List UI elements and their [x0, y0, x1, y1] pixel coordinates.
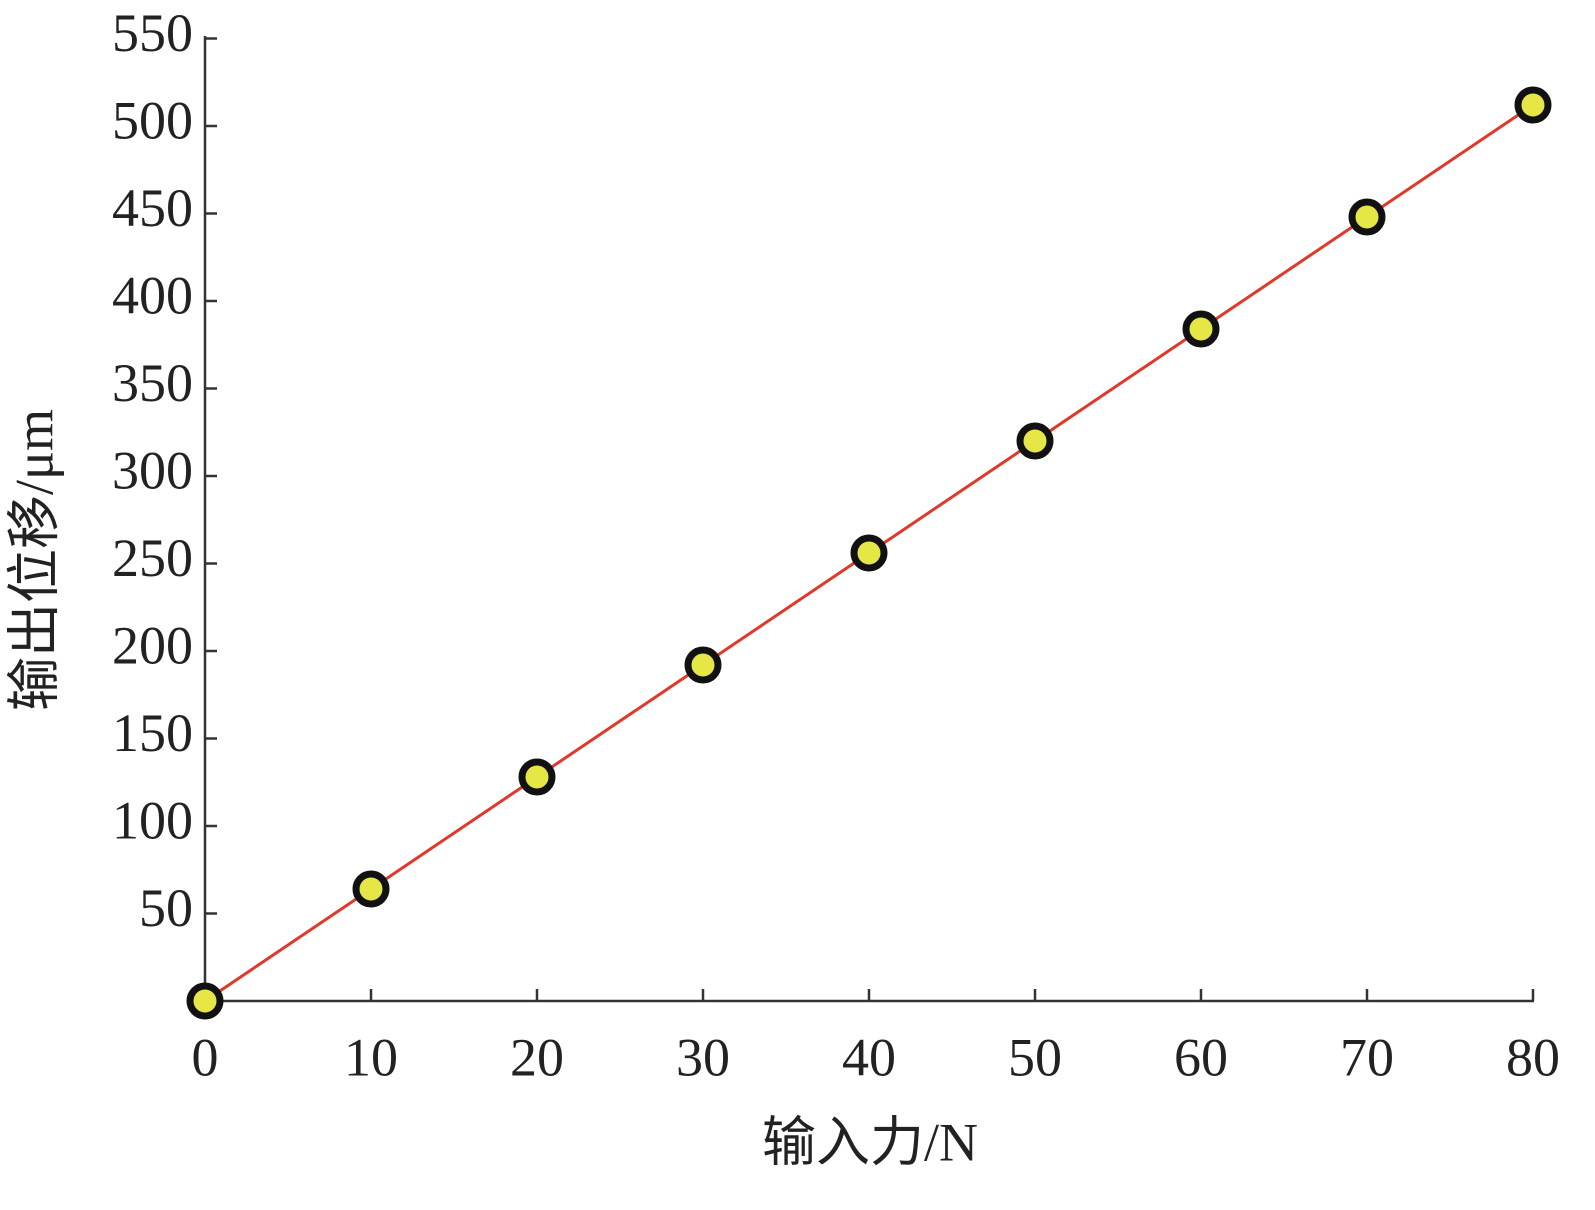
y-tick-label: 400 [112, 265, 193, 325]
x-tick-label: 50 [1008, 1027, 1062, 1087]
y-tick-label: 200 [112, 615, 193, 675]
x-tick-label: 70 [1340, 1027, 1394, 1087]
y-tick-label: 250 [112, 528, 193, 588]
data-point [850, 534, 888, 572]
y-axis-label: 输出位移/μm [4, 409, 64, 711]
y-tick-label: 150 [112, 703, 193, 763]
data-point [1182, 310, 1220, 348]
data-point [352, 870, 390, 908]
x-tick-label: 30 [676, 1027, 730, 1087]
y-tick-label: 100 [112, 790, 193, 850]
data-point [684, 646, 722, 684]
x-tick-label: 40 [842, 1027, 896, 1087]
data-point [1514, 86, 1552, 124]
x-tick-label: 80 [1506, 1027, 1560, 1087]
y-tick-label: 550 [112, 3, 193, 63]
x-tick-label: 0 [192, 1027, 219, 1087]
y-tick-label: 450 [112, 178, 193, 238]
y-tick-label: 300 [112, 440, 193, 500]
y-tick-label: 350 [112, 353, 193, 413]
y-tick-label: 500 [112, 90, 193, 150]
data-point [1016, 422, 1054, 460]
x-tick-label: 60 [1174, 1027, 1228, 1087]
data-point [518, 758, 556, 796]
data-point [186, 982, 224, 1020]
data-point [1348, 198, 1386, 236]
y-tick-label: 50 [139, 878, 193, 938]
x-axis-label: 输入力/N [762, 1112, 978, 1172]
x-tick-label: 20 [510, 1027, 564, 1087]
x-tick-label: 10 [344, 1027, 398, 1087]
